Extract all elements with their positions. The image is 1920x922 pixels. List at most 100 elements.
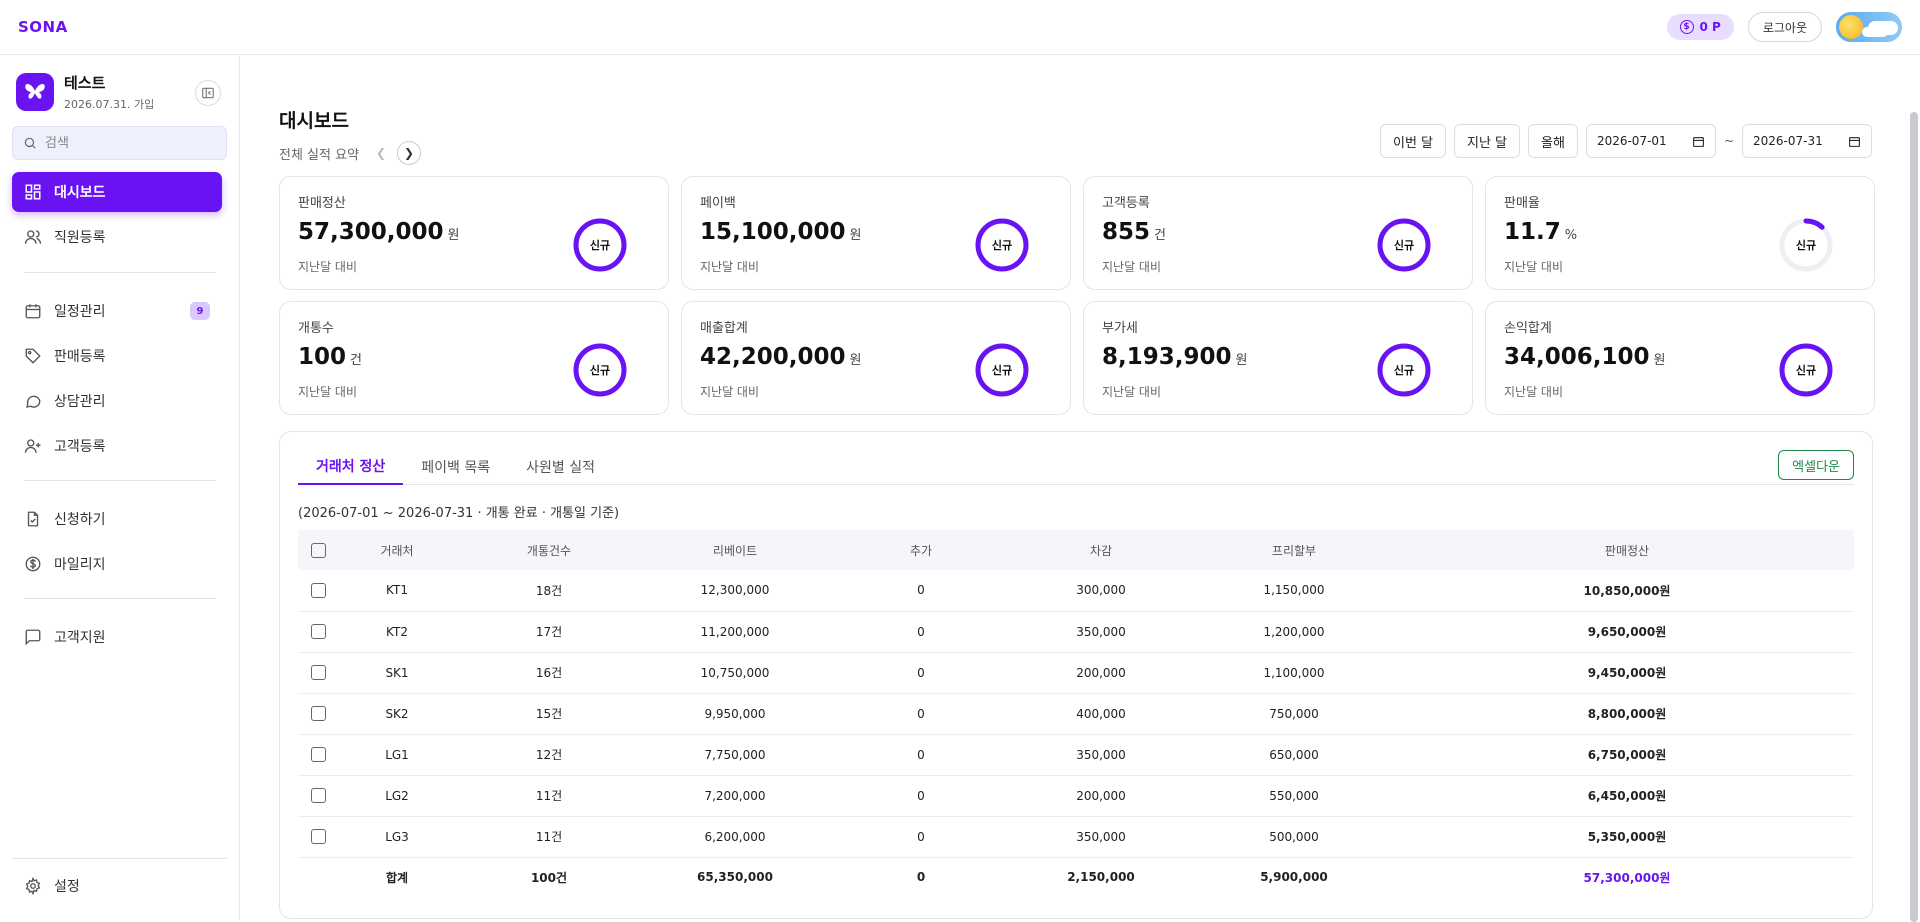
sidebar-item-mileage[interactable]: 마일리지 <box>12 544 222 584</box>
table-cell: 0 <box>917 624 925 639</box>
search-box[interactable] <box>12 126 227 160</box>
table-cell: 12,300,000 <box>700 583 770 598</box>
column-header[interactable]: 프리할부 <box>1271 543 1317 558</box>
table-cell: 0 <box>917 829 925 844</box>
main-content: 대시보드 전체 실적 요약 ❮ ❯ 이번 달 지난 달 올해 2026-07-0… <box>241 56 1920 922</box>
sidebar-item-customer[interactable]: 고객등록 <box>12 426 222 466</box>
next-arrow-button[interactable]: ❯ <box>397 141 422 165</box>
column-header[interactable]: 개통건수 <box>526 543 572 558</box>
new-badge: 신규 <box>991 364 1013 377</box>
row-checkbox-cell <box>298 570 338 611</box>
column-header[interactable]: 차감 <box>1089 543 1113 558</box>
table-row[interactable]: SK1 16건 10,750,000 0 200,000 1,100,000 9,450,0… <box>298 652 1854 693</box>
sidebar-item-apply[interactable]: 신청하기 <box>12 499 222 539</box>
stat-card-revenue-total[interactable]: 매출합계 42,200,000 원 지난달 대비 신규 <box>681 301 1071 415</box>
sidebar-item-schedule[interactable]: 일정관리 9 <box>12 291 222 331</box>
prev-arrow-button[interactable]: ❮ <box>376 146 387 160</box>
card-value: 8,193,900 원 <box>1102 344 1247 370</box>
stat-card-customer-registration[interactable]: 고객등록 855 건 지난달 대비 신규 <box>1083 176 1473 290</box>
search-input[interactable] <box>45 135 215 151</box>
this-year-button[interactable]: 올해 <box>1528 124 1578 158</box>
end-date-input[interactable]: 2026-07-31 <box>1742 124 1872 158</box>
tab-payback-list[interactable]: 페이백 목록 <box>421 459 491 476</box>
sidebar-item-settings[interactable]: 설정 <box>12 866 222 906</box>
table-row[interactable]: KT1 18건 12,300,000 0 300,000 1,150,000 10,850,… <box>298 570 1854 611</box>
tab-vendor-settlement[interactable]: 거래처 정산 <box>298 448 404 485</box>
ring-progress <box>1779 218 1833 272</box>
table-row[interactable]: LG3 11건 6,200,000 0 350,000 500,000 5,350,000원 <box>298 816 1854 857</box>
table-cell: 합계 <box>385 870 409 885</box>
card-unit: 원 <box>849 228 862 243</box>
profile-join-date: 2026.07.31. 가입 <box>64 98 155 111</box>
table-row[interactable]: LG2 11건 7,200,000 0 200,000 550,000 6,450,000원 <box>298 775 1854 816</box>
column-header[interactable]: 추가 <box>909 543 933 558</box>
stat-card-sales-settlement[interactable]: 판매정산 57,300,000 원 지난달 대비 신규 <box>279 176 669 290</box>
points-badge[interactable]: $ 0 P <box>1666 14 1734 40</box>
sidebar-item-label: 고객지원 <box>54 630 106 646</box>
document-check-icon <box>27 511 39 527</box>
select-all-checkbox[interactable] <box>310 542 326 558</box>
sun-icon <box>1839 15 1863 39</box>
stat-card-activations[interactable]: 개통수 100 건 지난달 대비 신규 <box>279 301 669 415</box>
card-value: 855 건 <box>1102 219 1166 245</box>
tab-employee-performance[interactable]: 사원별 실적 <box>526 459 595 476</box>
sidebar-item-label: 설정 <box>54 879 80 895</box>
message-square-icon <box>25 629 41 646</box>
row-checkbox[interactable] <box>310 582 326 598</box>
row-checkbox[interactable] <box>310 788 326 803</box>
card-unit: % <box>1564 228 1578 243</box>
theme-toggle[interactable] <box>1836 12 1902 42</box>
table-row[interactable]: LG1 12건 7,750,000 0 350,000 650,000 6,750,000원 <box>298 734 1854 775</box>
column-header[interactable]: 판매정산 <box>1604 543 1650 558</box>
table-cell: 9,650,000원 <box>1587 625 1667 639</box>
progress-ring <box>1377 343 1431 397</box>
table-cell: 750,000 <box>1269 706 1319 721</box>
column-header[interactable]: 리베이트 <box>712 543 758 558</box>
table-cell: 65,350,000 <box>697 870 773 885</box>
sidebar-item-support[interactable]: 고객지원 <box>12 617 222 657</box>
row-checkbox[interactable] <box>310 706 326 721</box>
sidebar-item-dashboard[interactable]: 대시보드 <box>12 172 222 212</box>
table-cell: SK1 <box>385 665 409 680</box>
sidebar-item-consult[interactable]: 상담관리 <box>12 381 222 421</box>
sidebar-collapse-button[interactable] <box>195 80 221 106</box>
progress-ring <box>1779 218 1833 272</box>
brand-logo[interactable]: SONA <box>18 18 68 36</box>
sidebar-item-staff[interactable]: 직원등록 <box>12 217 222 257</box>
table-cell: 550,000 <box>1269 788 1319 803</box>
column-header[interactable]: 거래처 <box>380 543 414 558</box>
row-checkbox[interactable] <box>310 829 326 844</box>
stat-card-profit-total[interactable]: 손익합계 34,006,100 원 지난달 대비 신규 <box>1485 301 1875 415</box>
table-cell: 350,000 <box>1076 829 1126 844</box>
sidebar-divider <box>24 480 216 481</box>
stat-card-payback[interactable]: 페이백 15,100,000 원 지난달 대비 신규 <box>681 176 1071 290</box>
ring-progress <box>573 218 627 272</box>
table-cell: 0 <box>917 706 925 721</box>
this-month-button[interactable]: 이번 달 <box>1379 124 1446 158</box>
period-caption: (2026-07-01 ~ 2026-07-31 · 개통 완료 · 개통일 기… <box>298 506 620 521</box>
table-row[interactable]: KT2 17건 11,200,000 0 350,000 1,200,000 9,650,0… <box>298 611 1854 652</box>
logout-button[interactable]: 로그아웃 <box>1747 12 1822 42</box>
page-scrollbar[interactable] <box>1910 112 1918 922</box>
row-checkbox[interactable] <box>310 624 326 639</box>
card-unit: 건 <box>350 353 362 368</box>
start-date-input[interactable]: 2026-07-01 <box>1585 124 1716 158</box>
stat-card-sales-rate[interactable]: 판매율 11.7% 지난달 대비 신규 <box>1485 176 1875 290</box>
table-cell: 350,000 <box>1076 624 1126 639</box>
coin-icon: $ <box>1679 20 1694 34</box>
table-cell: 12건 <box>535 748 563 762</box>
table-cell: 1,200,000 <box>1263 624 1325 639</box>
sidebar-item-sales[interactable]: 판매등록 <box>12 336 222 376</box>
card-number: 8,193,900 <box>1102 344 1232 370</box>
stat-card-vat[interactable]: 부가세 8,193,900 원 지난달 대비 신규 <box>1083 301 1473 415</box>
row-checkbox[interactable] <box>310 747 326 762</box>
table-cell: SK2 <box>385 706 409 721</box>
cloud-icon <box>1868 21 1898 35</box>
row-checkbox[interactable] <box>310 665 326 680</box>
sidebar-divider <box>24 598 216 599</box>
table-row[interactable]: SK2 15건 9,950,000 0 400,000 750,000 8,800,000원 <box>298 693 1854 734</box>
card-value: 34,006,100 원 <box>1504 344 1665 370</box>
excel-download-button[interactable]: 엑셀다운 <box>1778 450 1854 480</box>
card-number: 855 <box>1102 219 1151 245</box>
last-month-button[interactable]: 지난 달 <box>1454 124 1521 158</box>
